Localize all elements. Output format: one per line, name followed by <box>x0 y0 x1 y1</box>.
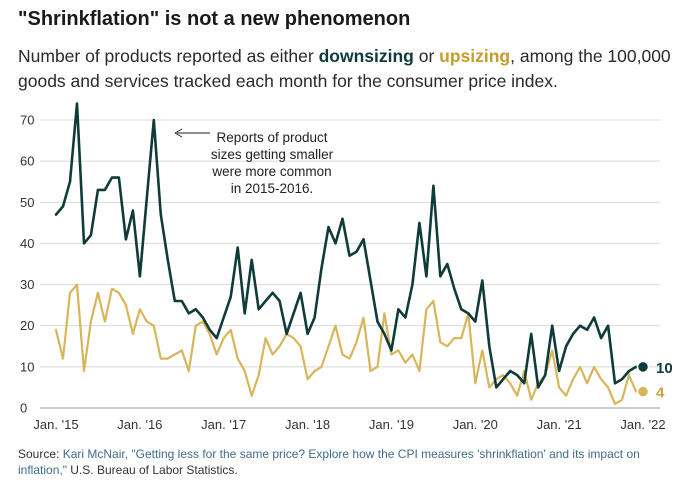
x-tick-label: Jan. '15 <box>33 417 78 432</box>
gridlines <box>40 119 660 409</box>
y-tick-label-50: 50 <box>20 195 34 210</box>
end-marker-downsizing <box>636 360 650 374</box>
x-axis-tick-labels: Jan. '15 Jan. '16 Jan. '17 Jan. '18 Jan. '19… <box>33 417 665 432</box>
annotation-text-line: were more common <box>211 164 331 179</box>
source-note: Source: Kari McNair, "Getting less for t… <box>18 446 678 478</box>
series-lines <box>54 102 645 405</box>
x-tick-label: Jan. '18 <box>285 417 330 432</box>
y-tick-label-20: 20 <box>20 318 34 333</box>
subtitle-text-2: or <box>413 46 440 66</box>
annotation: Reports of product sizes getting smaller w… <box>174 128 334 196</box>
subtitle-upsizing-keyword: upsizing <box>439 46 511 66</box>
end-marker-upsizing <box>636 385 650 398</box>
chart-title: "Shrinkflation" is not a new phenomenon <box>18 8 411 30</box>
x-tick-label: Jan. '22 <box>620 417 665 432</box>
y-axis-tick-labels: 0 10 20 30 40 50 60 70 <box>20 113 34 416</box>
annotation-text-line: Reports of product <box>216 130 327 145</box>
subtitle-downsizing-keyword: downsizing <box>318 46 414 66</box>
x-tick-label: Jan. '21 <box>537 417 582 432</box>
end-label-upsizing: 4 <box>656 385 665 402</box>
x-tick-label: Jan. '20 <box>453 417 498 432</box>
chart-subtitle: Number of products reported as either do… <box>18 44 688 94</box>
line-chart: 0 10 20 30 40 50 60 70 Jan. '15 Jan. '16 Jan. '17… <box>20 102 673 432</box>
y-tick-label-40: 40 <box>20 236 34 251</box>
y-tick-label-60: 60 <box>20 154 34 169</box>
x-tick-label: Jan. '17 <box>201 417 246 432</box>
y-tick-label-30: 30 <box>20 277 34 292</box>
x-tick-label: Jan. '16 <box>117 417 162 432</box>
y-tick-label-70: 70 <box>20 113 34 128</box>
series-end-markers: 104 <box>636 360 673 402</box>
source-label: Source: <box>18 447 63 461</box>
annotation-text-line: in 2015-2016. <box>231 181 314 196</box>
subtitle-text-3: , among the 100,000 goods and services t… <box>18 46 671 91</box>
annotation-text-line: sizes getting smaller <box>211 147 334 162</box>
source-link[interactable]: Kari McNair, "Getting less for the same … <box>18 447 640 477</box>
y-tick-label-0: 0 <box>20 401 27 416</box>
series-line-downsizing <box>54 102 645 389</box>
source-publisher: U.S. Bureau of Labor Statistics. <box>66 463 238 477</box>
x-tick-label: Jan. '19 <box>369 417 414 432</box>
annotation-arrowhead <box>174 128 183 138</box>
subtitle-text-1: Number of products reported as either <box>18 46 319 66</box>
y-tick-label-10: 10 <box>20 359 34 374</box>
end-label-downsizing: 10 <box>656 360 673 377</box>
